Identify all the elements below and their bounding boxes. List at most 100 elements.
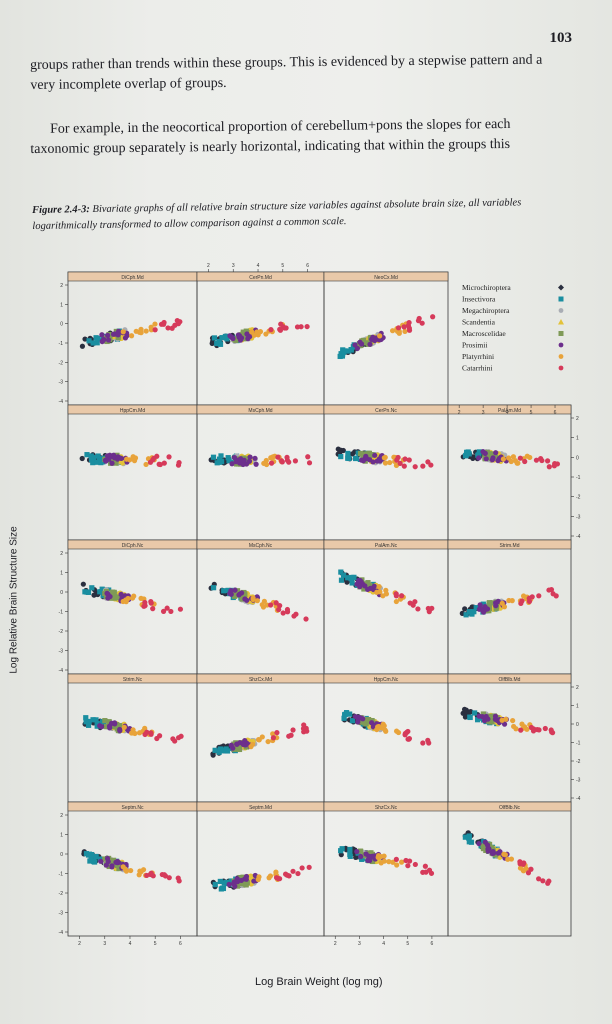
- data-point: [536, 593, 542, 599]
- data-point: [387, 459, 393, 466]
- page-number: 103: [549, 30, 573, 46]
- panel-label: DiCph.Nc: [122, 543, 144, 549]
- data-point: [90, 717, 96, 723]
- data-point: [362, 340, 368, 346]
- data-point: [527, 454, 533, 461]
- data-point: [144, 729, 150, 735]
- y-tick-label: 0: [60, 852, 63, 858]
- data-point: [294, 324, 301, 330]
- data-point: [402, 456, 408, 462]
- data-point: [511, 723, 517, 730]
- data-point: [94, 459, 100, 465]
- x-tick-label: 2: [207, 263, 210, 269]
- data-point: [506, 597, 512, 604]
- data-point: [519, 721, 525, 727]
- panel-label: ShzCx.Nc: [375, 805, 398, 811]
- data-point: [303, 616, 309, 622]
- data-point: [112, 593, 118, 600]
- panel-frame: [323, 404, 449, 541]
- data-point: [160, 608, 167, 614]
- data-point: [476, 455, 482, 461]
- data-point: [231, 741, 237, 747]
- data-point: [84, 589, 90, 595]
- data-point: [490, 600, 496, 606]
- legend-label: Catarrhini: [462, 364, 492, 373]
- scatter-panel: DiCph.Md: [67, 271, 198, 406]
- data-point: [84, 452, 90, 458]
- y-tick-label: -3: [59, 911, 64, 917]
- data-point: [143, 328, 149, 334]
- data-point: [85, 852, 92, 858]
- scatter-panel: PalAm.Nc: [323, 539, 449, 675]
- x-tick-label: 2: [78, 941, 81, 947]
- data-point: [82, 336, 88, 342]
- data-point: [270, 735, 277, 741]
- data-point: [464, 449, 470, 455]
- data-point: [106, 719, 112, 725]
- data-point: [489, 457, 495, 463]
- data-point: [521, 868, 527, 874]
- data-point: [90, 460, 96, 466]
- data-point: [79, 455, 85, 462]
- data-point: [104, 590, 110, 596]
- y-tick-label: 1: [576, 436, 579, 442]
- data-point: [476, 840, 482, 847]
- data-point: [218, 453, 224, 459]
- data-point: [150, 606, 156, 612]
- panel-label: PalAm.Nc: [375, 543, 398, 549]
- data-point: [356, 577, 362, 583]
- data-point: [80, 581, 86, 587]
- data-point: [349, 451, 356, 457]
- data-point: [238, 335, 245, 341]
- data-point: [268, 602, 274, 608]
- data-point: [252, 455, 258, 461]
- data-point: [284, 457, 291, 463]
- legend-label: Megachiroptera: [462, 306, 510, 315]
- y-tick-label: -1: [59, 341, 64, 347]
- data-point: [102, 718, 108, 724]
- data-point: [133, 328, 139, 334]
- data-point: [118, 455, 124, 461]
- y-tick-label: -3: [576, 778, 581, 784]
- data-point: [386, 859, 392, 865]
- data-point: [542, 725, 548, 732]
- scatter-panel: CerPn.Md: [196, 271, 325, 406]
- data-point: [228, 878, 234, 884]
- data-point: [277, 603, 283, 609]
- data-point: [402, 328, 408, 335]
- panel-label: MsCph.Md: [248, 408, 272, 414]
- data-point: [243, 328, 249, 334]
- data-point: [110, 331, 117, 337]
- data-point: [131, 458, 138, 464]
- data-point: [100, 337, 106, 343]
- data-point: [476, 606, 482, 612]
- legend-marker: [558, 331, 564, 336]
- data-point: [395, 325, 402, 331]
- data-point: [501, 721, 508, 727]
- data-point: [221, 588, 227, 594]
- data-point: [99, 332, 105, 338]
- data-point: [493, 603, 499, 609]
- x-tick-label: 5: [406, 941, 409, 947]
- data-point: [358, 341, 365, 347]
- data-point: [162, 873, 169, 879]
- panel-frame: [196, 539, 325, 675]
- data-point: [474, 717, 481, 723]
- data-point: [299, 865, 305, 871]
- data-point: [362, 583, 368, 589]
- data-point: [113, 859, 119, 865]
- data-point: [223, 879, 229, 885]
- data-point: [553, 593, 559, 599]
- data-point: [305, 454, 311, 460]
- data-point: [274, 730, 280, 736]
- data-point: [226, 881, 232, 887]
- data-point: [176, 878, 182, 884]
- data-point: [536, 876, 542, 882]
- data-point: [493, 852, 499, 858]
- data-point: [357, 450, 364, 457]
- data-point: [86, 338, 92, 344]
- scatter-panel: HppCm.Md: [67, 404, 198, 541]
- y-tick-label: -3: [576, 514, 581, 520]
- data-point: [240, 740, 246, 747]
- data-point: [510, 717, 516, 724]
